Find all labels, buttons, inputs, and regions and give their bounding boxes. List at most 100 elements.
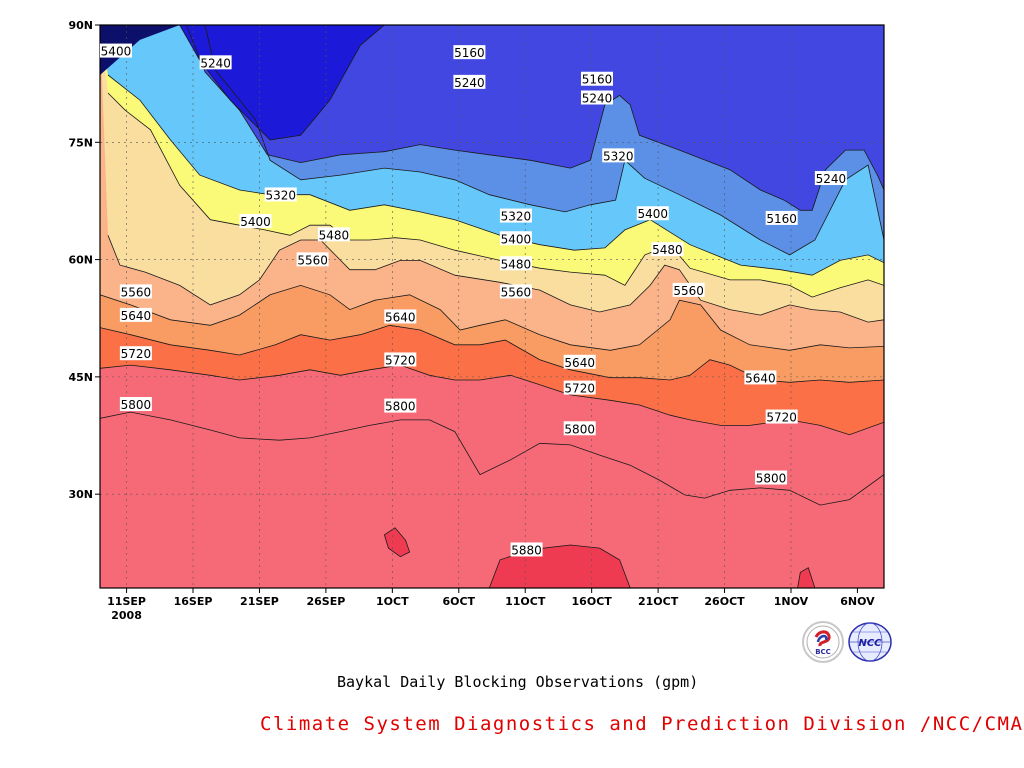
contour-label-bg-25 bbox=[384, 352, 417, 367]
contour-label-0: 5400 bbox=[101, 45, 132, 59]
y-tick-label-4: 90N bbox=[68, 19, 93, 32]
fill-band-1 bbox=[100, 25, 385, 140]
contour-label-22: 5720 bbox=[121, 347, 152, 361]
y-tick-label-0: 30N bbox=[68, 488, 93, 501]
contour-label-bg-24 bbox=[384, 309, 417, 324]
chart-caption: Baykal Daily Blocking Observations (gpm) bbox=[337, 673, 699, 691]
high-cell-2 bbox=[797, 567, 816, 588]
contour-label-16: 5560 bbox=[501, 285, 532, 299]
y-tick-label-1: 45N bbox=[68, 371, 93, 384]
contour-label-18: 5480 bbox=[652, 243, 683, 257]
contour-label-bg-22 bbox=[119, 346, 152, 361]
contour-label-29: 5800 bbox=[564, 422, 595, 436]
x-tick-label-10: 1NOV bbox=[774, 595, 809, 608]
contour-label-bg-1 bbox=[199, 55, 232, 70]
contour-label-bg-14 bbox=[499, 231, 532, 246]
contour-label-6: 5320 bbox=[603, 149, 634, 163]
x-tick-label-6: 11OCT bbox=[505, 595, 546, 608]
contour-label-3: 5240 bbox=[454, 76, 485, 90]
contour-label-11: 5480 bbox=[319, 228, 350, 242]
contour-label-21: 5640 bbox=[121, 309, 152, 323]
contour-label-17: 5400 bbox=[638, 207, 669, 221]
contour-label-bg-29 bbox=[563, 421, 596, 436]
x-tick-label-5: 6OCT bbox=[442, 595, 475, 608]
contour-label-23: 5800 bbox=[121, 398, 152, 412]
x-tick-label-0: 11SEP bbox=[107, 595, 146, 608]
plot-frame bbox=[99, 24, 885, 589]
x-tick-label-8: 21OCT bbox=[638, 595, 679, 608]
contour-label-bg-23 bbox=[119, 397, 152, 412]
ncc-logo: NCC bbox=[847, 620, 892, 662]
contour-label-bg-13 bbox=[499, 208, 532, 223]
contour-label-30: 5640 bbox=[745, 371, 776, 385]
contour-label-20: 5560 bbox=[121, 285, 152, 299]
contour-label-bg-17 bbox=[636, 206, 669, 221]
contour-line-6 bbox=[107, 235, 884, 323]
contour-label-bg-32 bbox=[755, 470, 788, 485]
contour-label-bg-3 bbox=[453, 74, 486, 89]
contour-label-7: 5240 bbox=[816, 172, 847, 186]
contour-label-27: 5640 bbox=[564, 356, 595, 370]
contour-label-bg-12 bbox=[296, 252, 329, 267]
contour-label-bg-9 bbox=[264, 187, 297, 202]
contour-label-24: 5640 bbox=[385, 310, 416, 324]
bcc-logo: BCC bbox=[802, 621, 844, 663]
x-tick-label-1: 16SEP bbox=[174, 595, 213, 608]
contour-label-bg-11 bbox=[317, 227, 350, 242]
contour-labels: 5400 5240 5160 5240 5160 5240 5320 5240 5160 5320… bbox=[99, 43, 847, 557]
contour-label-9: 5320 bbox=[265, 188, 296, 202]
contour-label-bg-6 bbox=[602, 148, 635, 163]
contour-label-28: 5720 bbox=[564, 382, 595, 396]
contour-line-9 bbox=[100, 364, 884, 436]
x-tick-label-4: 1OCT bbox=[376, 595, 409, 608]
contour-label-1: 5240 bbox=[200, 56, 231, 70]
contour-label-13: 5320 bbox=[501, 210, 532, 224]
x-tick-label-7: 16OCT bbox=[572, 595, 613, 608]
contour-label-bg-16 bbox=[499, 284, 532, 299]
ncc-globe-icon: NCC bbox=[848, 622, 892, 662]
x-tick-label-3: 26SEP bbox=[306, 595, 345, 608]
contour-label-bg-2 bbox=[453, 45, 486, 60]
contour-label-bg-30 bbox=[744, 370, 777, 385]
contour-line-5 bbox=[107, 92, 884, 298]
ncc-logo-text: NCC bbox=[858, 638, 882, 649]
contour-fills bbox=[100, 25, 884, 588]
contour-label-14: 5400 bbox=[501, 232, 532, 246]
contour-label-bg-15 bbox=[499, 256, 532, 271]
contour-label-bg-5 bbox=[580, 90, 613, 105]
contour-label-bg-8 bbox=[765, 210, 798, 225]
contour-label-bg-31 bbox=[765, 409, 798, 424]
contour-label-15: 5480 bbox=[501, 257, 532, 271]
contour-line-7 bbox=[100, 284, 884, 351]
y-tick-label-2: 60N bbox=[68, 254, 93, 267]
contour-label-32: 5800 bbox=[756, 472, 787, 486]
fill-band-0 bbox=[100, 25, 180, 75]
contour-label-bg-27 bbox=[563, 354, 596, 369]
x-year-label: 2008 bbox=[111, 609, 142, 622]
contour-label-25: 5720 bbox=[385, 353, 416, 367]
contour-label-bg-0 bbox=[99, 43, 132, 58]
contour-label-bg-28 bbox=[563, 380, 596, 395]
contour-label-5: 5240 bbox=[582, 92, 613, 106]
contour-label-bg-20 bbox=[119, 284, 152, 299]
contour-label-33: 5880 bbox=[511, 543, 542, 557]
contour-label-bg-18 bbox=[651, 242, 684, 257]
axes: 11SEP 16SEP 21SEP 26SEP 1OCT 6OCT 11OCT 16OCT 21… bbox=[68, 19, 875, 622]
x-tick-label-2: 21SEP bbox=[240, 595, 279, 608]
contour-label-bg-21 bbox=[119, 307, 152, 322]
contour-label-26: 5800 bbox=[385, 400, 416, 414]
contour-label-bg-26 bbox=[384, 398, 417, 413]
contour-label-31: 5720 bbox=[766, 411, 797, 425]
bcc-logo-text: BCC bbox=[815, 648, 831, 656]
division-caption: Climate System Diagnostics and Predictio… bbox=[260, 713, 1024, 735]
contour-label-10: 5400 bbox=[240, 215, 271, 229]
x-tick-label-11: 6NOV bbox=[840, 595, 875, 608]
contour-label-19: 5560 bbox=[673, 284, 704, 298]
contour-label-2: 5160 bbox=[454, 46, 485, 60]
contour-label-12: 5560 bbox=[297, 253, 328, 267]
contour-label-8: 5160 bbox=[766, 212, 797, 226]
contour-label-4: 5160 bbox=[582, 73, 613, 87]
bcc-swirl-icon: BCC bbox=[806, 625, 840, 659]
high-cell-1 bbox=[383, 527, 411, 558]
